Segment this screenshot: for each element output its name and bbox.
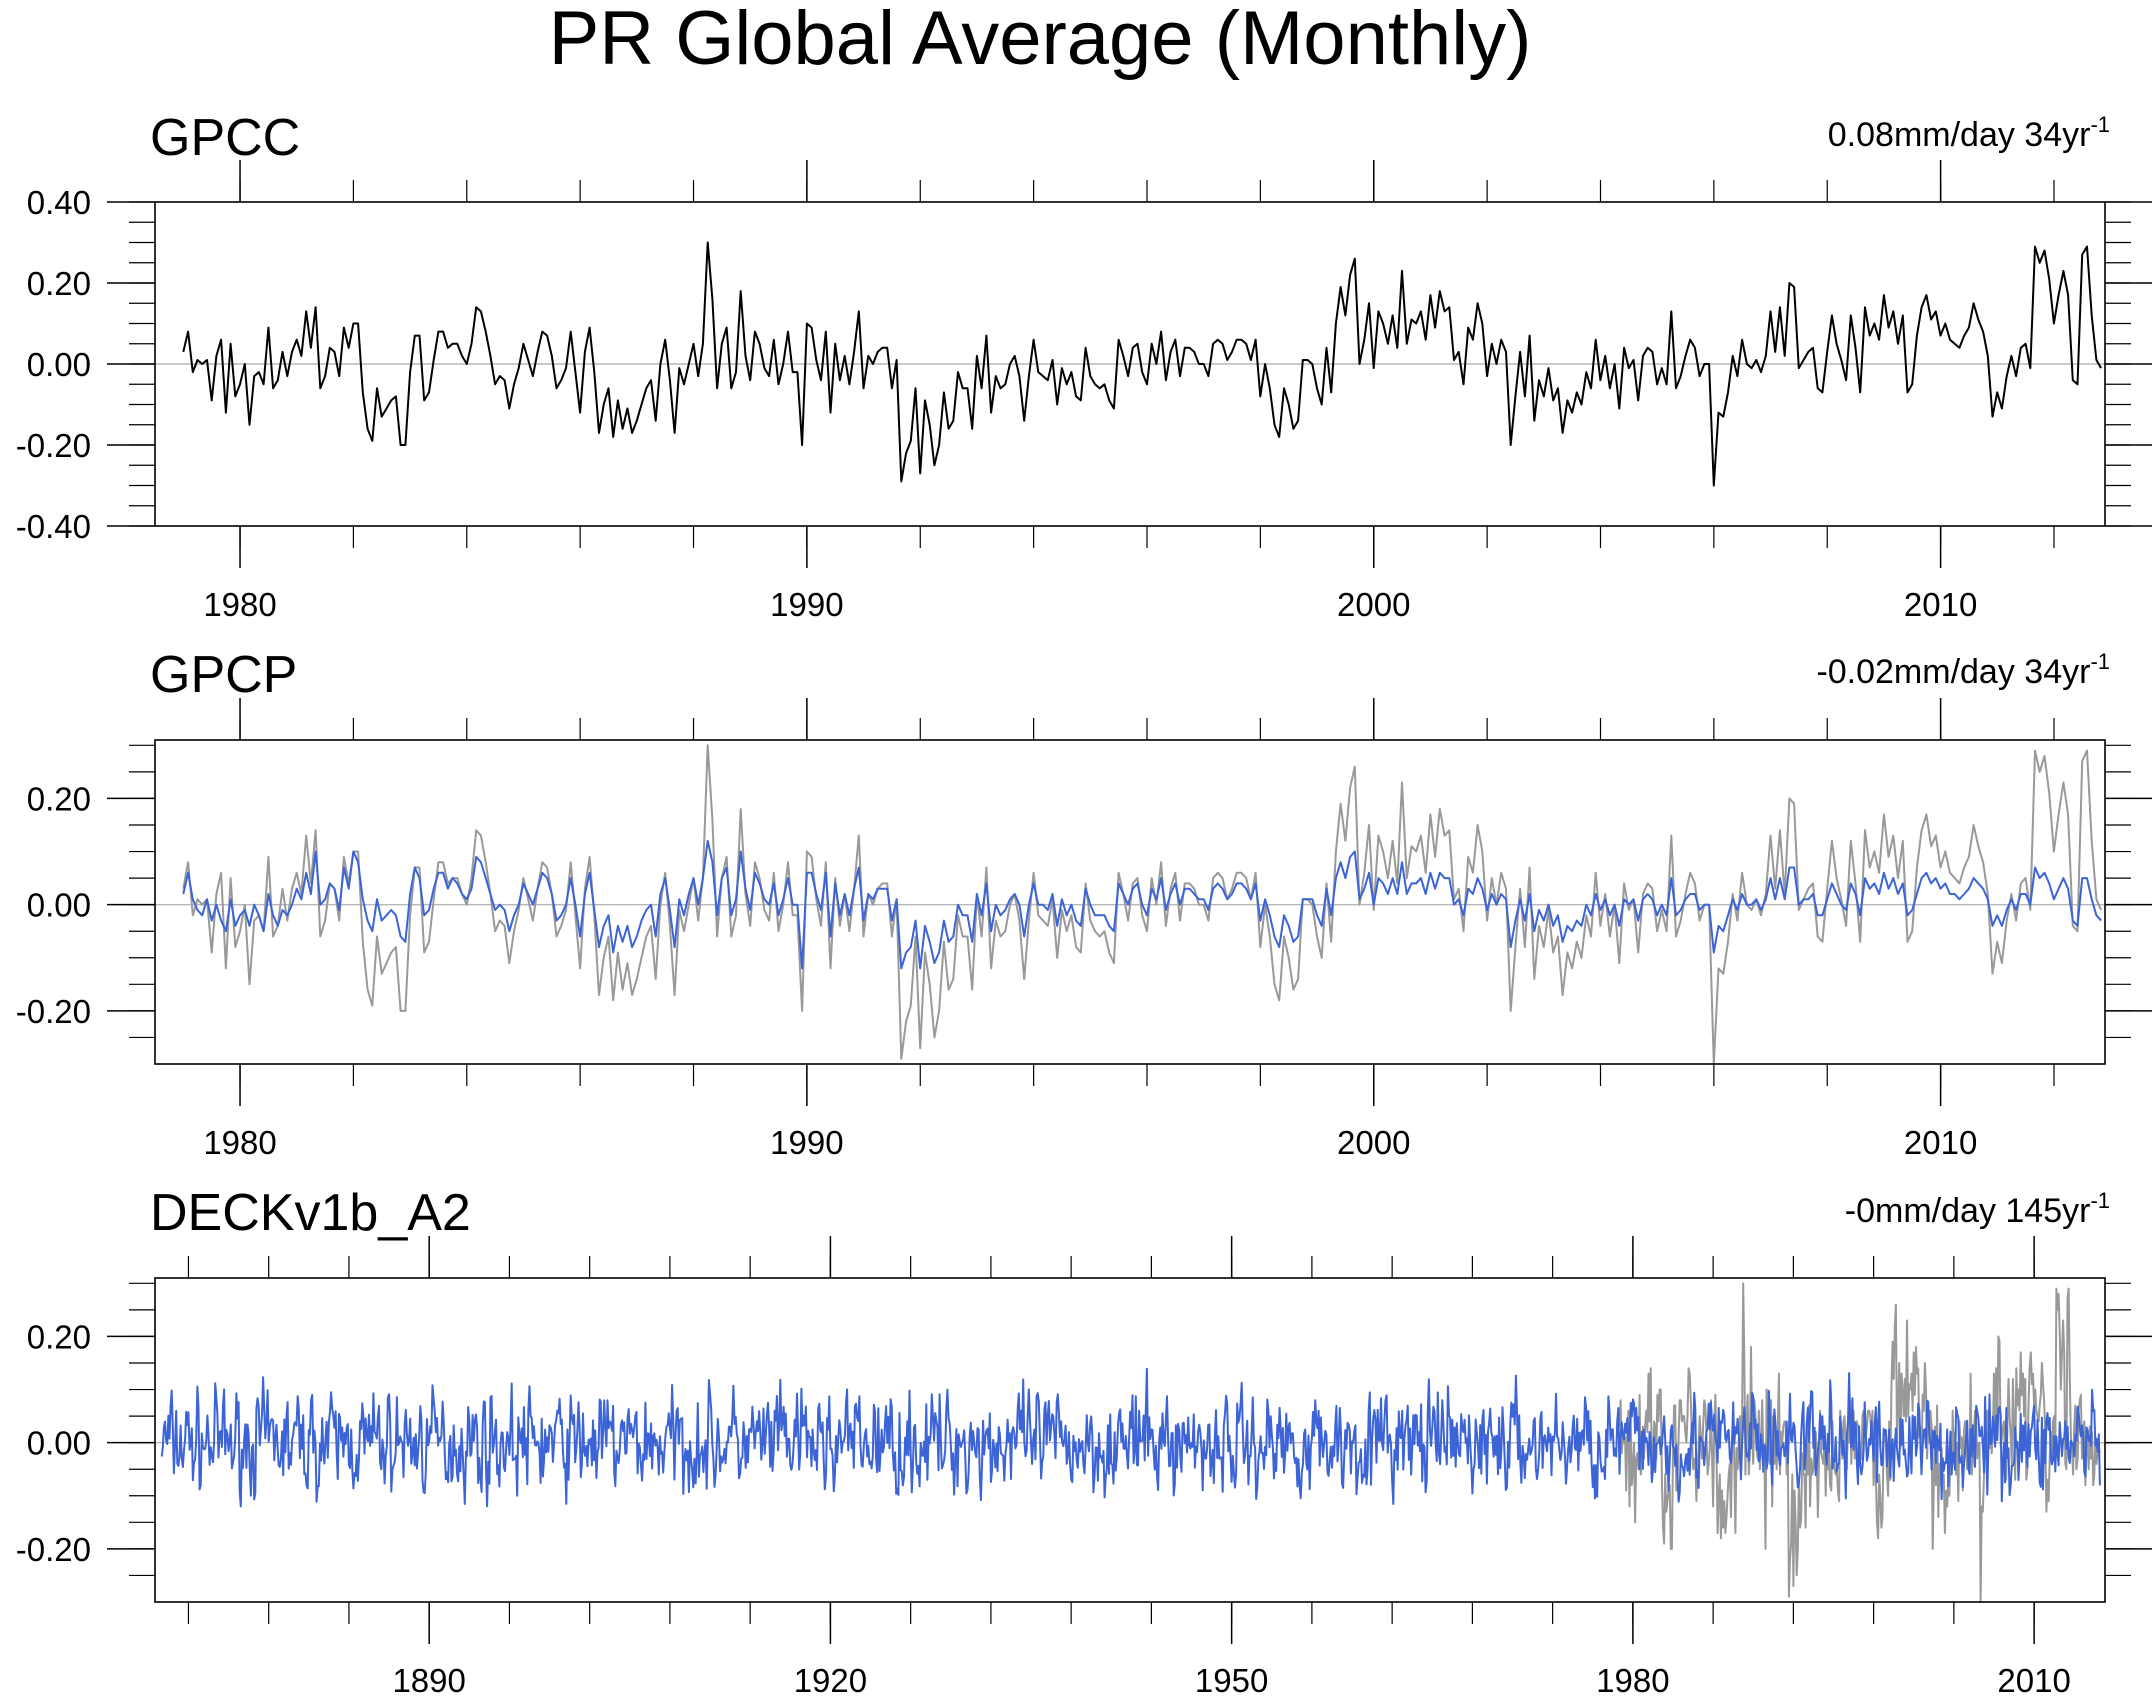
trend-label-deck: -0mm/day 145yr-1 bbox=[1845, 1188, 2110, 1230]
series-line-gpcc bbox=[182, 241, 2102, 487]
x-tick-label: 1980 bbox=[1596, 1662, 1669, 1699]
main-title: PR Global Average (Monthly) bbox=[549, 0, 1532, 81]
series-line-gpcp bbox=[182, 839, 2102, 970]
x-tick-label: 2010 bbox=[1904, 586, 1977, 623]
y-tick-label: 0.00 bbox=[27, 346, 91, 383]
axes-deck: 0.20 0.00 -0.20 1890 1920 1950 1980 2010 bbox=[16, 1236, 2152, 1699]
y-tick-label: 0.20 bbox=[27, 1318, 91, 1355]
trend-text-gpcp: -0.02mm/day 34yr bbox=[1816, 653, 2090, 691]
y-tick-label: -0.20 bbox=[16, 427, 91, 464]
x-tick-label: 2010 bbox=[1997, 1662, 2070, 1699]
x-tick-label: 1990 bbox=[770, 1124, 843, 1161]
panel-title-deck: DECKv1b_A2 bbox=[150, 1184, 471, 1242]
x-tick-label: 1890 bbox=[392, 1662, 465, 1699]
trend-superscript-gpcp: -1 bbox=[2090, 649, 2110, 674]
series-gpcc bbox=[155, 241, 2105, 487]
x-tick-label: 1980 bbox=[203, 586, 276, 623]
plot-frame-gpcc bbox=[154, 201, 2106, 527]
trend-superscript-gpcc: -1 bbox=[2090, 112, 2110, 137]
trend-text-deck: -0mm/day 145yr bbox=[1845, 1192, 2091, 1230]
x-tick-label: 1990 bbox=[770, 586, 843, 623]
axes-gpcp: 0.20 0.00 -0.20 1980 1990 2000 2010 bbox=[16, 698, 2152, 1161]
trend-label-gpcc: 0.08mm/day 34yr-1 bbox=[1828, 112, 2110, 154]
y-tick-label: -0.20 bbox=[16, 993, 91, 1030]
panel-gpcp: GPCP -0.02mm/day 34yr-1 0.20 0.00 -0.20 198… bbox=[16, 646, 2152, 1161]
trend-text-gpcc: 0.08mm/day 34yr bbox=[1828, 116, 2091, 154]
series-deck bbox=[155, 1282, 2105, 1603]
y-tick-label: 0.20 bbox=[27, 780, 91, 817]
x-tick-label: 2000 bbox=[1337, 586, 1410, 623]
panel-title-gpcp: GPCP bbox=[150, 646, 297, 704]
x-tick-label: 1950 bbox=[1195, 1662, 1268, 1699]
y-tick-label: 0.40 bbox=[27, 184, 91, 221]
x-tick-label: 1980 bbox=[203, 1124, 276, 1161]
y-tick-label: 0.00 bbox=[27, 887, 91, 924]
series-line-gpcc-reference- bbox=[182, 744, 2103, 1065]
plot-frame-gpcp bbox=[154, 739, 2106, 1065]
plot-frame-deck bbox=[154, 1277, 2106, 1603]
axes-gpcc: 0.40 0.20 0.00 -0.20 -0.40 1980 1990 2000 2010 bbox=[16, 160, 2152, 623]
y-tick-label: -0.40 bbox=[16, 508, 91, 545]
x-tick-label: 2000 bbox=[1337, 1124, 1410, 1161]
panel-title-gpcc: GPCC bbox=[150, 109, 300, 167]
trend-superscript-deck: -1 bbox=[2090, 1188, 2110, 1213]
y-tick-label: 0.20 bbox=[27, 265, 91, 302]
panel-deck: DECKv1b_A2 -0mm/day 145yr-1 0.20 0.00 -0.2… bbox=[16, 1184, 2152, 1699]
x-tick-label: 2010 bbox=[1904, 1124, 1977, 1161]
y-tick-label: 0.00 bbox=[27, 1425, 91, 1462]
x-tick-label: 1920 bbox=[794, 1662, 867, 1699]
panel-gpcc: GPCC 0.08mm/day 34yr-1 0.40 0.20 0.00 -0.20… bbox=[16, 109, 2152, 623]
y-tick-label: -0.20 bbox=[16, 1531, 91, 1568]
series-gpcp bbox=[155, 744, 2105, 1065]
trend-label-gpcp: -0.02mm/day 34yr-1 bbox=[1816, 649, 2110, 691]
series-line-deckv1b-a2 bbox=[160, 1367, 2101, 1508]
